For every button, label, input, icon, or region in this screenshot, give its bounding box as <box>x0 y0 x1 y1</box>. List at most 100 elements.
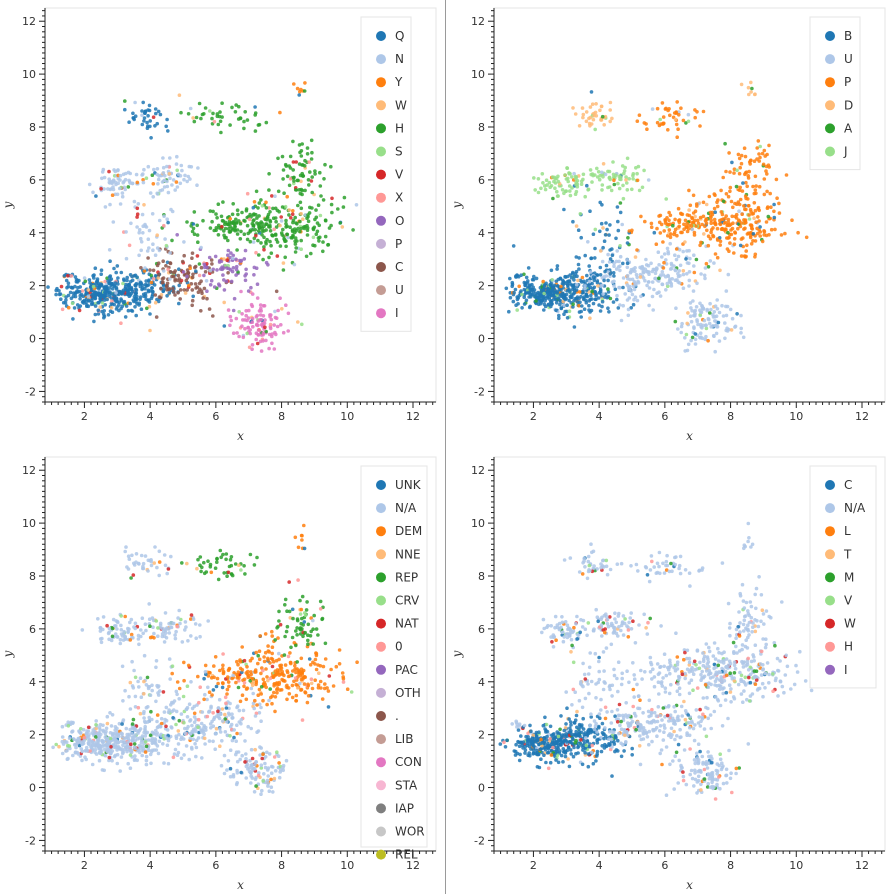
data-point <box>336 207 340 211</box>
data-point <box>305 152 310 156</box>
data-point <box>608 257 613 261</box>
data-point <box>305 700 310 705</box>
data-point <box>97 292 101 297</box>
data-point <box>179 617 183 622</box>
data-point <box>588 316 592 321</box>
data-point <box>115 732 119 737</box>
data-point <box>625 241 630 245</box>
data-point <box>656 279 661 283</box>
data-point <box>164 124 168 129</box>
data-point <box>610 116 614 121</box>
data-point <box>544 178 549 182</box>
data-point <box>310 686 315 691</box>
data-point <box>209 570 214 575</box>
data-point <box>726 220 731 225</box>
data-point <box>504 286 509 291</box>
data-point <box>252 563 257 567</box>
data-point <box>208 565 213 569</box>
legend-entry-label: O <box>395 214 404 228</box>
data-point <box>683 336 687 340</box>
data-point <box>191 737 195 742</box>
data-point <box>718 268 722 273</box>
data-point <box>684 257 688 261</box>
data-point <box>568 193 573 198</box>
data-point <box>155 744 160 748</box>
data-point <box>213 732 218 736</box>
data-point <box>211 111 215 116</box>
data-point <box>228 123 232 127</box>
data-point <box>318 184 323 188</box>
data-point <box>156 109 161 114</box>
data-point <box>628 270 633 274</box>
data-point <box>179 756 184 761</box>
data-point <box>170 671 174 676</box>
data-point <box>596 296 601 300</box>
data-point <box>198 555 203 559</box>
data-point <box>239 258 244 263</box>
data-point <box>567 298 571 303</box>
data-point <box>282 191 286 195</box>
data-point <box>251 767 256 771</box>
data-point <box>169 620 173 625</box>
data-point <box>581 115 585 120</box>
data-point <box>116 276 120 280</box>
data-point <box>563 173 567 177</box>
data-point <box>718 218 722 223</box>
data-point <box>175 692 179 697</box>
data-point <box>310 150 314 155</box>
data-point <box>297 93 302 97</box>
data-point <box>305 233 310 237</box>
data-point <box>562 280 566 285</box>
data-point <box>69 720 74 725</box>
data-point <box>135 758 139 763</box>
legend-box <box>809 16 861 171</box>
data-point <box>281 261 286 265</box>
data-point <box>700 222 704 227</box>
data-point <box>644 122 648 126</box>
data-point <box>565 316 570 320</box>
data-point <box>259 719 263 723</box>
data-point <box>598 273 603 277</box>
data-point <box>595 280 600 285</box>
data-point <box>189 745 194 750</box>
data-point <box>692 253 696 257</box>
data-point <box>168 270 173 274</box>
data-point <box>270 341 274 346</box>
data-point <box>269 771 274 775</box>
data-point <box>762 177 767 181</box>
data-point <box>177 718 182 723</box>
data-point <box>633 255 638 259</box>
data-point <box>615 297 619 302</box>
data-point <box>281 177 285 181</box>
x-tick-label: 4 <box>147 859 154 872</box>
data-point <box>170 709 174 714</box>
data-point <box>715 226 720 231</box>
y-tick-label: 4 <box>29 227 36 240</box>
data-point <box>713 193 717 197</box>
data-point <box>198 634 202 639</box>
data-point <box>264 667 268 671</box>
data-point <box>143 622 148 626</box>
data-point <box>284 244 288 249</box>
data-point <box>742 146 747 150</box>
data-point <box>194 115 199 120</box>
data-point <box>221 669 226 674</box>
data-point <box>121 172 126 177</box>
data-point <box>627 288 631 292</box>
data-point <box>218 668 222 673</box>
data-point <box>233 110 238 114</box>
data-point <box>687 270 692 274</box>
data-point <box>612 178 616 182</box>
data-point <box>267 332 272 337</box>
data-point <box>202 732 206 736</box>
data-point <box>688 301 693 305</box>
data-point <box>183 620 188 624</box>
data-point <box>597 177 602 182</box>
data-point <box>293 667 297 671</box>
data-point <box>206 559 210 563</box>
data-point <box>743 219 747 223</box>
data-point <box>259 692 264 696</box>
data-point <box>252 200 257 204</box>
data-point <box>222 300 226 305</box>
data-point <box>673 253 677 257</box>
